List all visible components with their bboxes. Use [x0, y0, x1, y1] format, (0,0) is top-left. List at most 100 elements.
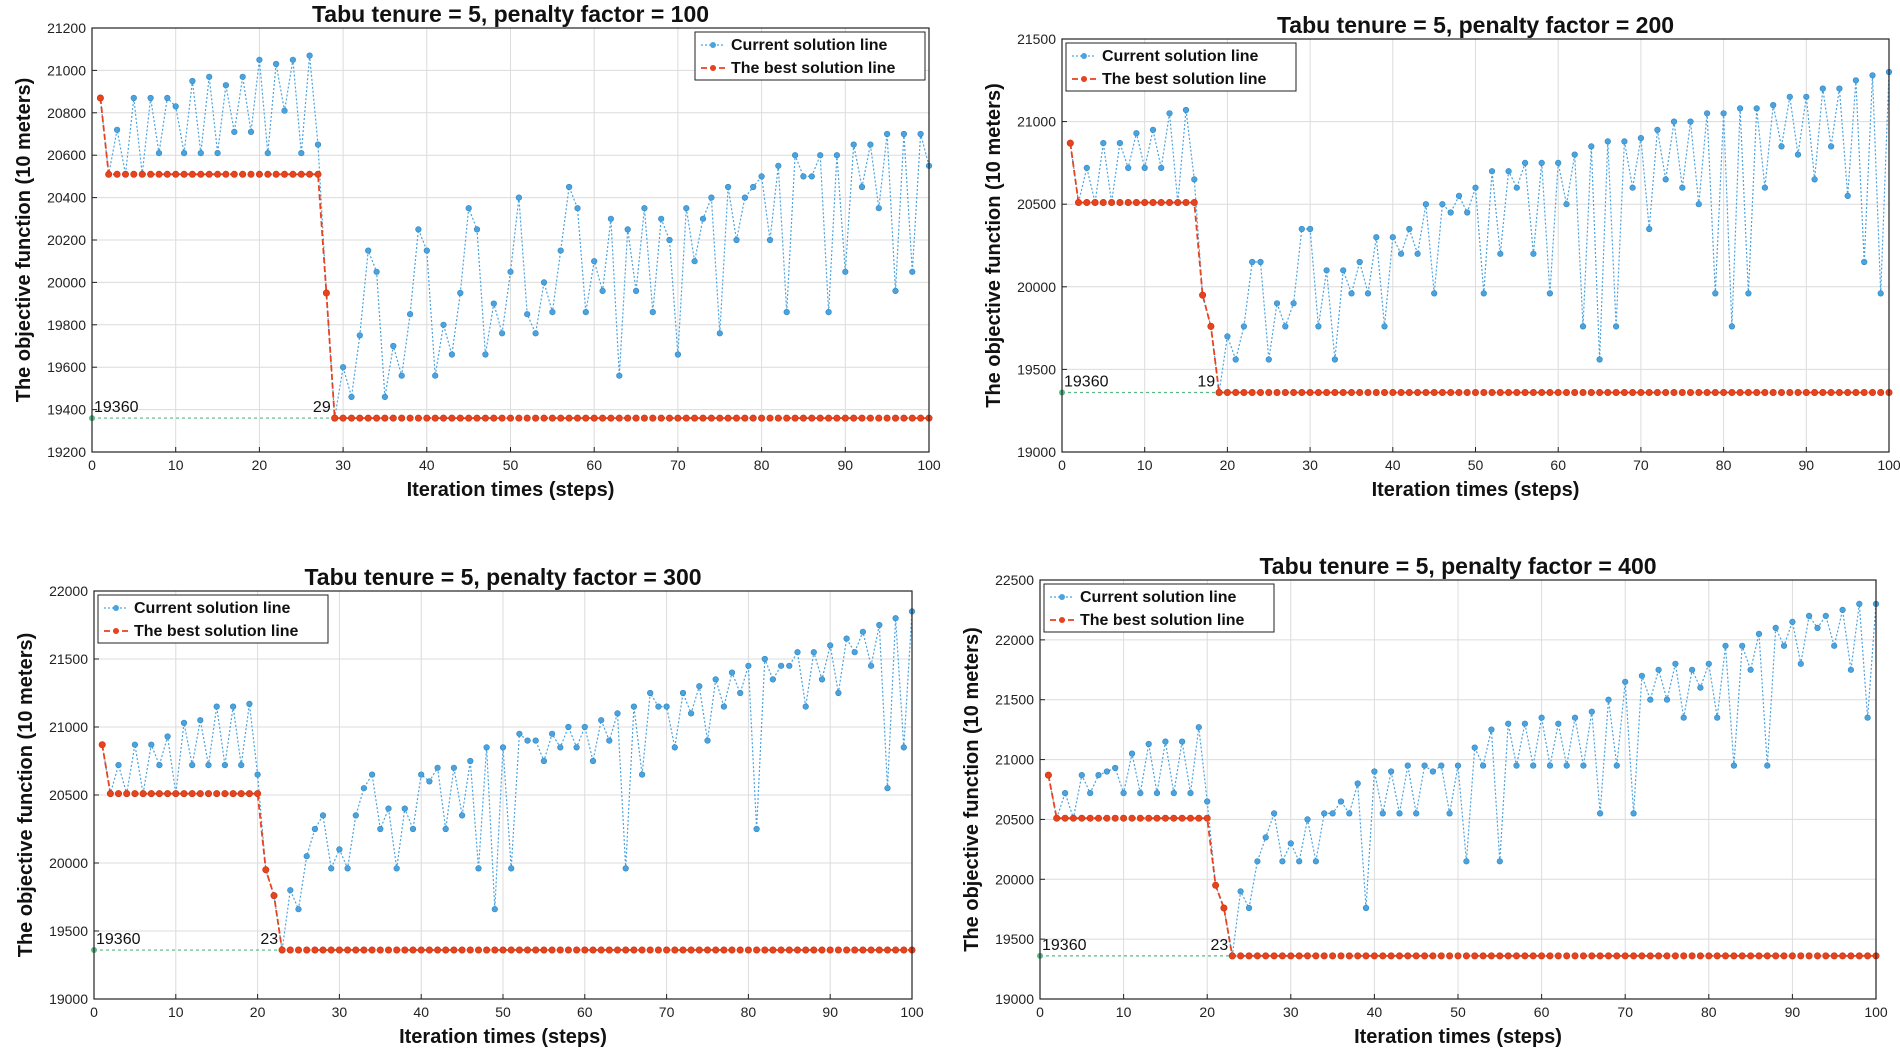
- current-solution-point: [1822, 612, 1829, 620]
- current-solution-point: [365, 247, 372, 254]
- best-solution-point: [1111, 814, 1119, 822]
- current-solution-point: [213, 703, 220, 710]
- best-solution-point: [1329, 952, 1337, 960]
- current-solution-point: [1663, 696, 1671, 703]
- y-tick-label: 20800: [47, 105, 86, 121]
- axes-frame: [93, 590, 913, 1000]
- best-solution-point: [339, 414, 347, 422]
- current-solution-point: [1265, 356, 1272, 363]
- best-solution-point: [498, 414, 506, 422]
- best-solution-point: [613, 946, 621, 954]
- chart-panel-3: 0 10 20 30 40 50 60 70 80 90 100 19000 19500 20000 205…: [15, 564, 924, 1048]
- current-solution-point: [708, 194, 715, 201]
- current-solution-point: [197, 150, 204, 157]
- x-tick-label: 30: [1302, 457, 1318, 473]
- best-solution-point: [858, 414, 866, 422]
- current-solution-point: [214, 150, 221, 157]
- best-solution-point: [1223, 388, 1231, 396]
- best-solution-point: [1546, 952, 1554, 960]
- best-solution-point: [1835, 388, 1843, 396]
- best-solution-point: [1447, 388, 1455, 396]
- x-tick-label: 10: [168, 457, 184, 473]
- x-tick-label: 80: [1701, 1004, 1717, 1020]
- best-solution-point: [1596, 388, 1604, 396]
- best-solution-point: [1396, 952, 1404, 960]
- current-solution-point: [791, 152, 799, 159]
- current-solution-point: [540, 757, 548, 765]
- current-solution-point: [1128, 750, 1136, 757]
- best-solution-point: [465, 414, 473, 422]
- x-tick-label: 50: [503, 457, 519, 473]
- current-solution-point: [607, 215, 615, 222]
- best-solution-point: [214, 170, 222, 178]
- best-solution-point: [810, 946, 818, 954]
- current-solution-point: [883, 130, 891, 138]
- current-solution-point: [800, 173, 807, 180]
- x-tick-label: 100: [1877, 457, 1900, 473]
- current-solution-point: [1249, 258, 1256, 266]
- best-solution-point: [632, 414, 640, 422]
- x-tick-label: 50: [1450, 1004, 1466, 1020]
- legend-box: [1065, 42, 1297, 92]
- current-solution-point: [423, 247, 430, 254]
- legend-swatch-marker: [1059, 617, 1065, 623]
- best-solution-point: [515, 946, 523, 954]
- best-solution-point: [1430, 388, 1438, 396]
- best-solution-point: [314, 170, 322, 178]
- current-solution-point: [696, 683, 703, 690]
- best-solution-point: [368, 946, 376, 954]
- best-solution-point: [188, 790, 196, 798]
- x-tick-label: 30: [332, 1004, 348, 1020]
- current-solution-point: [407, 311, 414, 318]
- best-solution-point: [356, 414, 364, 422]
- current-solution-point: [1655, 666, 1662, 673]
- current-solution-point: [147, 94, 154, 102]
- current-solution-point: [892, 615, 899, 622]
- current-solution-point: [1480, 290, 1487, 297]
- best-solution-point: [247, 170, 255, 178]
- y-tick-label: 20500: [995, 811, 1034, 827]
- best-solution-point: [607, 414, 615, 422]
- current-solution-point: [298, 150, 305, 157]
- axes-frame: [1061, 38, 1890, 453]
- best-solution-point: [1753, 388, 1761, 396]
- current-solution-point: [1087, 789, 1094, 797]
- current-solution-point: [1237, 888, 1244, 895]
- current-solution-point: [565, 723, 572, 731]
- best-solution-point: [1645, 388, 1653, 396]
- best-solution-point: [892, 946, 900, 954]
- current-solution-point: [724, 183, 732, 191]
- best-solution-point: [1747, 952, 1755, 960]
- best-solution-point: [1529, 388, 1537, 396]
- best-solution-point: [147, 790, 155, 798]
- current-solution-point: [1464, 209, 1471, 216]
- current-solution-point: [1279, 858, 1286, 865]
- current-solution-point: [1805, 612, 1813, 620]
- best-solution-point: [115, 790, 123, 798]
- best-solution-point: [450, 946, 458, 954]
- current-solution-point: [254, 771, 261, 778]
- current-solution-point: [557, 744, 564, 751]
- current-solution-point: [1546, 762, 1554, 769]
- best-solution-point: [1794, 388, 1802, 396]
- chart-title: Tabu tenure = 5, penalty factor = 100: [312, 1, 709, 27]
- current-solution-point: [197, 717, 204, 724]
- current-solution-point: [867, 662, 875, 669]
- best-solution-point: [1044, 771, 1052, 779]
- current-solution-point: [1596, 810, 1604, 817]
- best-solution-point: [523, 414, 531, 422]
- best-solution-point: [540, 414, 548, 422]
- current-solution-point: [1396, 810, 1403, 817]
- best-solution-point: [1786, 388, 1794, 396]
- best-solution-point: [417, 946, 425, 954]
- current-solution-point: [360, 785, 368, 792]
- current-solution-point: [683, 205, 690, 212]
- current-solution-point: [1831, 642, 1838, 649]
- best-solution-point: [1237, 952, 1245, 960]
- best-solution-point: [1521, 388, 1529, 396]
- x-axis-label: Iteration times (steps): [407, 479, 615, 501]
- current-solution-point: [1670, 118, 1678, 125]
- legend-box: [694, 31, 926, 81]
- current-solution-point: [156, 761, 163, 769]
- current-solution-point: [1315, 323, 1322, 330]
